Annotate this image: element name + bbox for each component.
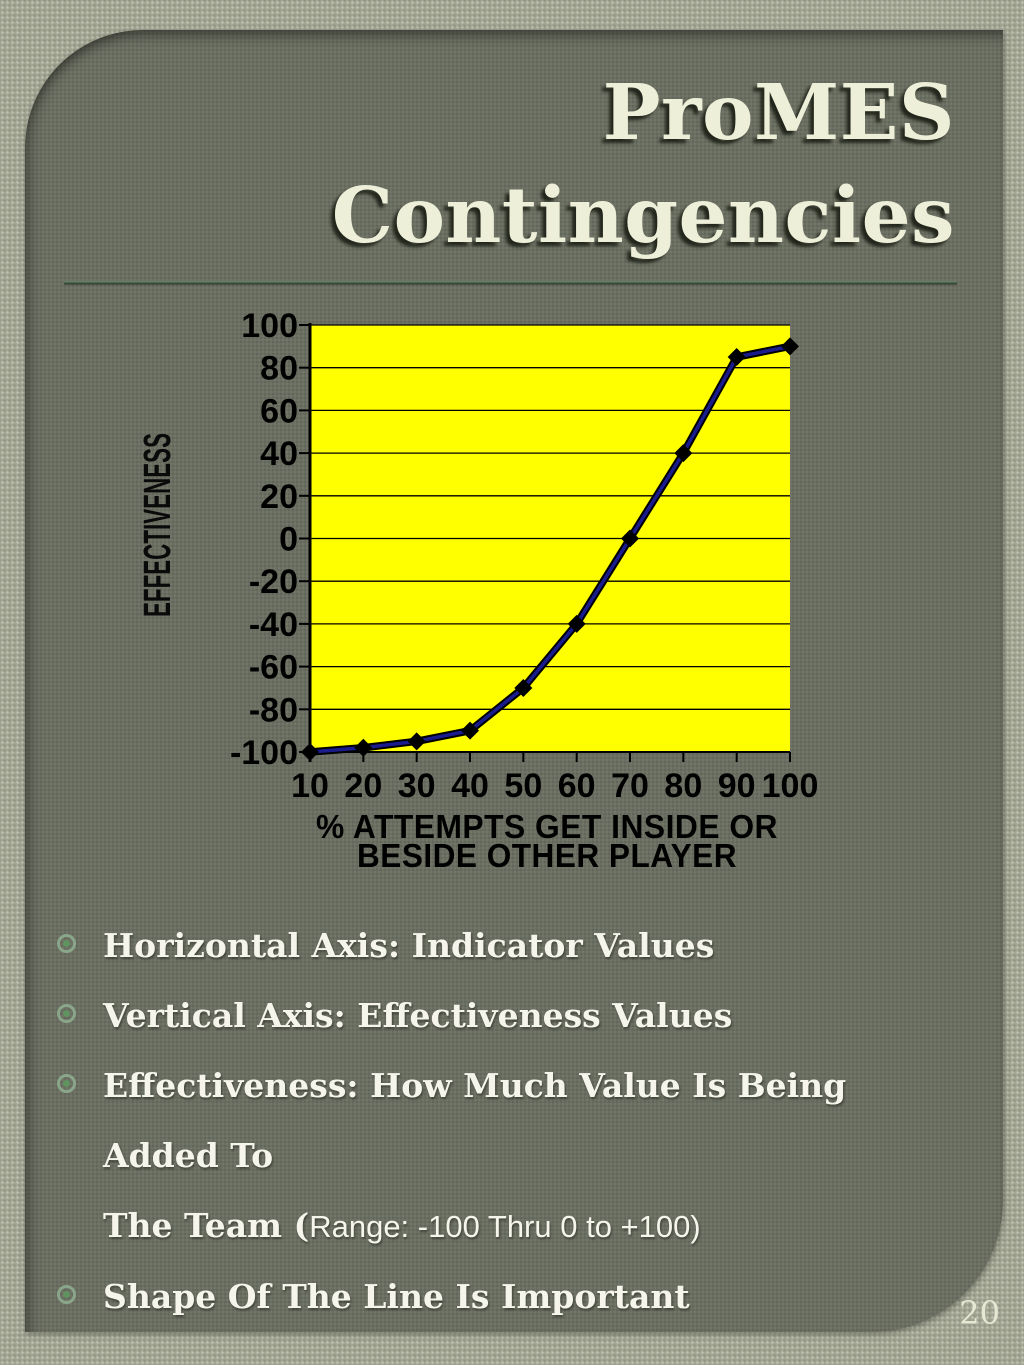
x-tick-label: 80 <box>664 767 702 805</box>
x-tick-label: 100 <box>762 767 819 805</box>
y-tick-label: -80 <box>249 691 298 729</box>
bullet-item: Horizontal Axis: Indicator Values <box>57 911 971 981</box>
bullet-text: Horizontal Axis: Indicator Values <box>103 926 715 965</box>
y-tick-label: 80 <box>260 350 298 388</box>
x-axis-title-line2: BESIDE OTHER PLAYER <box>357 837 737 870</box>
y-tick-label: 60 <box>260 392 298 430</box>
data-point-marker <box>301 743 319 761</box>
title-line-1: ProMES <box>602 68 955 158</box>
y-tick-label: -20 <box>249 563 298 601</box>
x-tick-label: 20 <box>344 767 382 805</box>
bullet-text: Vertical Axis: Effectiveness Values <box>103 996 733 1035</box>
x-tick-label: 30 <box>398 767 436 805</box>
bullet-text-line1: Effectiveness: How Much Value Is Being A… <box>103 1066 847 1175</box>
data-point-marker <box>514 678 533 697</box>
bullet-marker-icon <box>57 1285 76 1304</box>
x-axis-title-line1: % ATTEMPTS GET INSIDE OR <box>316 808 778 845</box>
bullet-text-line2-light: Range: -100 Thru 0 to +100) <box>309 1209 701 1244</box>
x-tick-label: 40 <box>451 767 489 805</box>
bullet-marker-icon <box>57 1004 76 1023</box>
data-point-marker <box>567 614 586 633</box>
y-tick-label: -40 <box>249 606 298 644</box>
contingency-line <box>309 344 791 754</box>
x-tick-label: 70 <box>611 767 649 805</box>
data-point-marker <box>674 444 693 463</box>
bullet-item: Shape Of The Line Is Important <box>57 1262 971 1332</box>
y-tick-label: -100 <box>230 734 298 772</box>
bullet-marker-icon <box>57 934 76 953</box>
page-number: 20 <box>959 1294 1000 1332</box>
data-point-marker <box>621 529 639 548</box>
bullet-text: Shape Of The Line Is Important <box>103 1277 690 1316</box>
slide-title: ProMES Contingencies <box>332 62 955 268</box>
data-point-marker <box>354 738 373 757</box>
data-point-marker <box>407 732 426 751</box>
title-divider <box>64 281 957 284</box>
bullet-marker-icon <box>57 1074 76 1093</box>
bullet-text: Effectiveness: How Much Value Is Being A… <box>103 1051 971 1262</box>
data-point-marker <box>461 721 479 740</box>
x-tick-label: 60 <box>558 767 596 805</box>
x-tick-label: 50 <box>504 767 542 805</box>
y-tick-label: 100 <box>241 310 298 345</box>
y-tick-label: 20 <box>260 478 298 516</box>
y-axis-title: EFFECTIVENESS <box>140 433 179 617</box>
data-point-marker <box>781 337 799 356</box>
data-point-marker <box>727 348 746 367</box>
y-tick-label: -60 <box>249 649 298 687</box>
x-tick-label: 10 <box>291 767 329 805</box>
bullet-list: Horizontal Axis: Indicator Values Vertic… <box>57 911 971 1332</box>
y-tick-label: 0 <box>279 521 298 559</box>
bullet-text-line2-bold: The Team ( <box>103 1206 310 1245</box>
y-tick-label: 40 <box>260 435 298 473</box>
bullet-item: Effectiveness: How Much Value Is Being A… <box>57 1051 971 1262</box>
x-tick-label: 90 <box>718 767 756 805</box>
bullet-item: Vertical Axis: Effectiveness Values <box>57 981 971 1051</box>
title-line-2: Contingencies <box>331 171 955 261</box>
